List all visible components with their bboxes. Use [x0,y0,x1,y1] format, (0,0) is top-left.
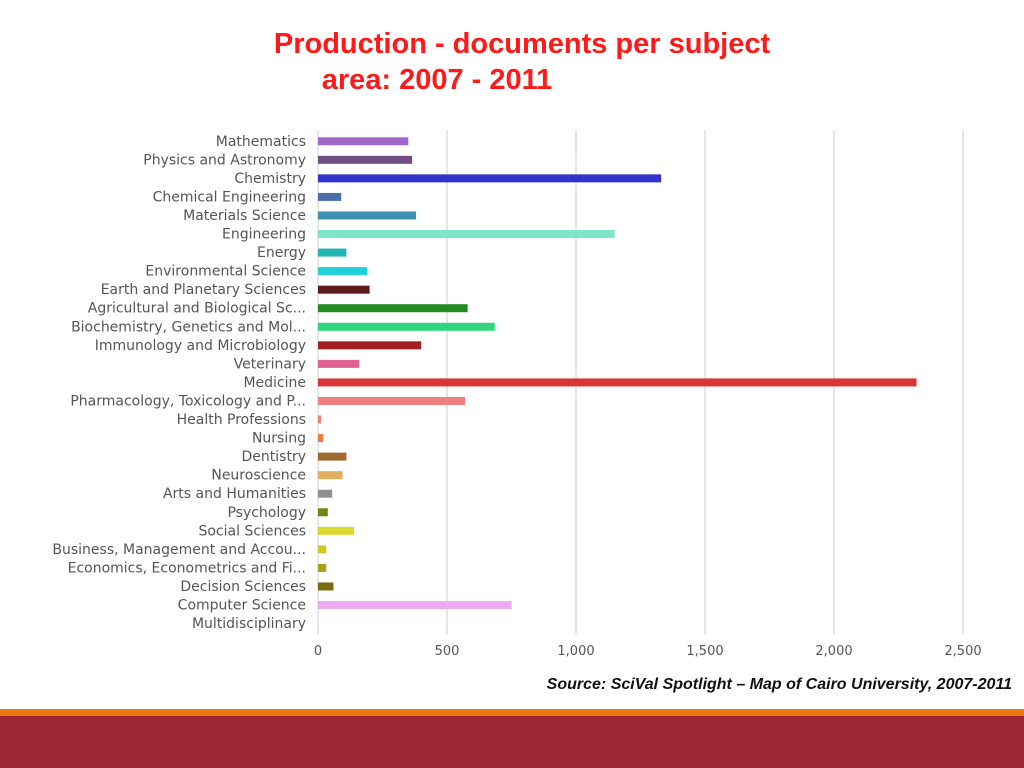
category-label: Veterinary [234,356,306,372]
x-tick-label: 2,000 [815,644,852,659]
bar [318,452,347,461]
category-label: Physics and Astronomy [143,152,306,168]
category-label: Multidisciplinary [192,616,306,632]
bar [318,230,615,239]
category-label: Materials Science [183,208,306,224]
bar [318,248,347,257]
x-tick-label: 1,000 [557,644,594,659]
category-label: Dentistry [242,449,306,465]
category-label: Neuroscience [211,468,306,484]
bar [318,489,333,498]
category-label: Mathematics [216,134,306,150]
bar [318,341,422,350]
category-label: Computer Science [178,598,306,614]
x-tick-label: 2,500 [944,644,981,659]
x-tick-label: 1,500 [686,644,723,659]
x-tick-label: 500 [435,644,460,659]
bar [318,137,409,146]
bar [318,396,466,405]
footer-band [0,716,1024,768]
category-label: Environmental Science [145,264,306,280]
bar [318,508,328,517]
category-label: Immunology and Microbiology [95,338,306,354]
bar [318,267,368,276]
category-label: Chemistry [234,171,306,187]
bar [318,545,327,554]
bar [318,359,360,368]
title-line-2: area: 2007 - 2011 [321,64,553,96]
bar [318,434,324,443]
category-label: Economics, Econometrics and Fi... [68,560,306,576]
category-label: Psychology [227,505,306,521]
bar-chart: 0 500 1,000 1,500 2,000 2,500 Mathematics Physi… [52,130,982,659]
category-label: Chemical Engineering [153,189,306,205]
category-label: Engineering [222,227,306,243]
bar [318,471,343,480]
bar [318,304,468,313]
category-label: Arts and Humanities [163,486,306,502]
category-label: Earth and Planetary Sciences [101,282,306,298]
category-label: Nursing [252,431,306,447]
category-label: Decision Sciences [180,579,306,595]
category-label: Health Professions [177,412,306,428]
category-label: Biochemistry, Genetics and Mol... [71,319,306,335]
x-tick-label: 0 [314,644,322,659]
bar [318,378,917,387]
bar [318,582,334,591]
bar [318,601,512,610]
bar [318,563,327,572]
bar [318,285,370,294]
bar [318,192,342,201]
category-label: Business, Management and Accou... [52,542,306,558]
category-label: Social Sciences [198,523,306,539]
bar [318,155,413,164]
bar [318,322,495,331]
bar [318,415,322,424]
bar [318,526,355,535]
chart-title: Production - documents per subject area:… [0,26,1024,98]
category-label: Medicine [243,375,306,391]
title-line-1: Production - documents per subject [273,28,771,60]
category-label: Pharmacology, Toxicology and P... [70,393,306,409]
accent-band [0,709,1024,716]
source-note: Source: SciVal Spotlight – Map of Cairo … [546,676,1012,693]
bar [318,174,662,183]
category-label: Energy [257,245,306,261]
bar [318,211,417,220]
category-label: Agricultural and Biological Sc... [88,301,306,317]
